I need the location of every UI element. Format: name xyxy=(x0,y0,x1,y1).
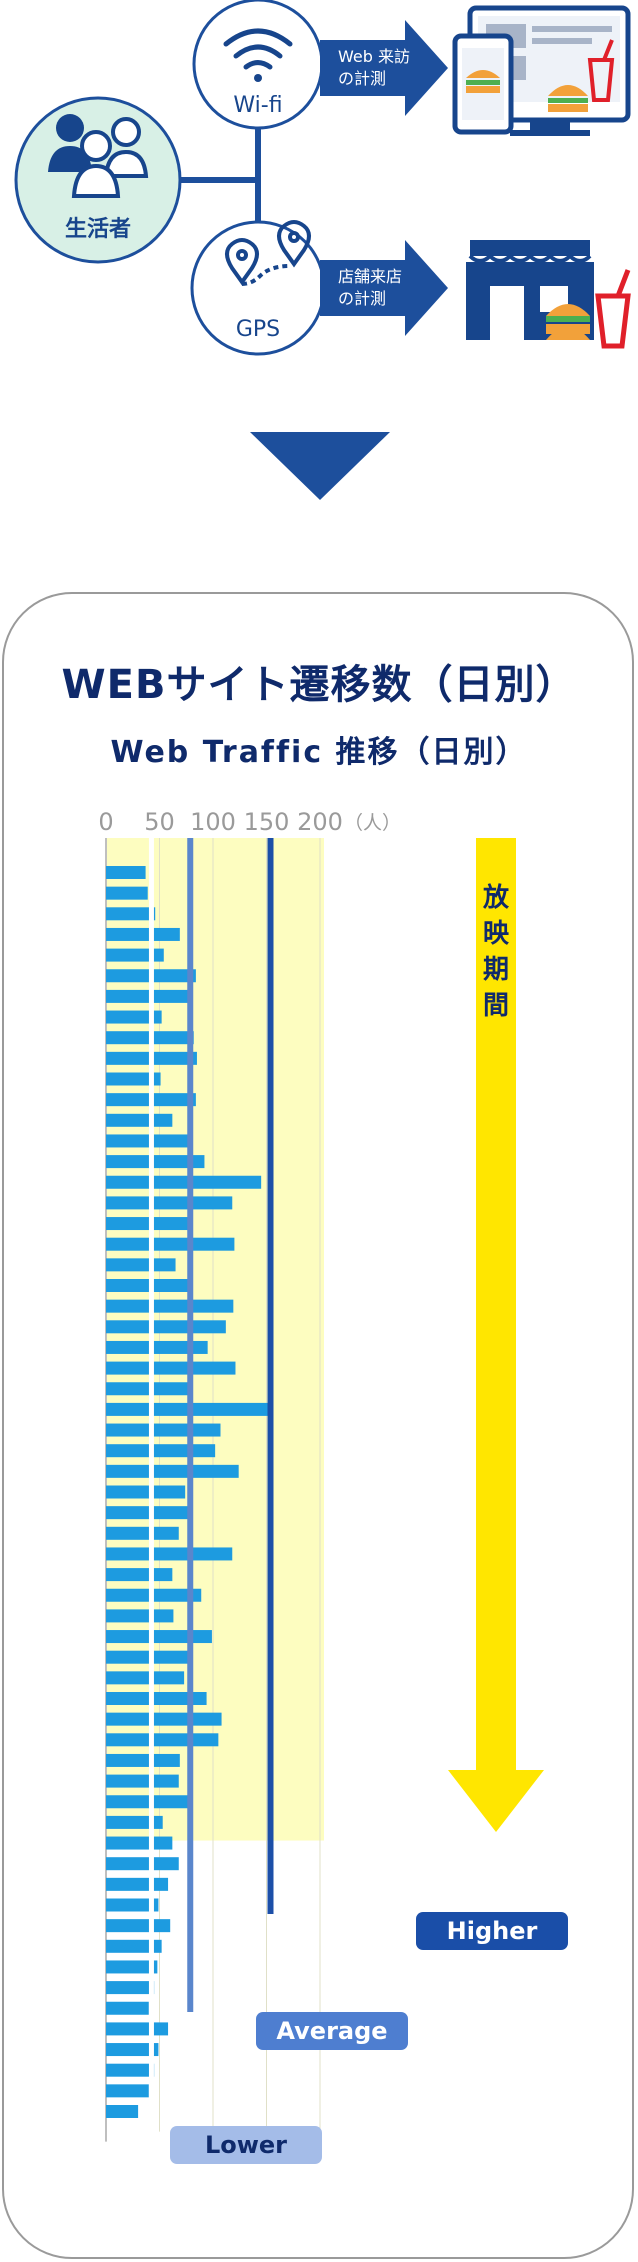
web-arrow-line2: の計測 xyxy=(338,69,386,88)
people-icon xyxy=(48,114,149,198)
gps-node: GPS xyxy=(190,220,326,356)
route-pin-icon xyxy=(225,220,311,286)
web-arrow-line1: Web 来訪 xyxy=(338,47,410,66)
chart-subtitle: Web Traffic 推移（日別） xyxy=(110,735,528,770)
store-arrow-line1: 店舗来店 xyxy=(338,267,402,286)
consumer-label: 生活者 xyxy=(65,217,131,242)
store-icon xyxy=(466,240,631,349)
down-arrow-icon xyxy=(250,432,390,500)
consumer-node: 生活者 xyxy=(14,96,182,264)
wifi-label: Wi-fi xyxy=(233,93,282,118)
wifi-node: Wi-fi xyxy=(192,0,324,130)
web-visit-arrow: Web 来訪 の計測 xyxy=(320,20,448,116)
store-visit-arrow: 店舗来店 の計測 xyxy=(320,240,448,336)
gps-label: GPS xyxy=(236,317,280,342)
chart-card xyxy=(2,592,634,2259)
devices-icon xyxy=(452,5,631,136)
chart-title: WEBサイト遷移数（日別） xyxy=(61,662,577,708)
store-arrow-line2: の計測 xyxy=(338,289,386,308)
wifi-icon xyxy=(223,28,293,82)
measurement-flow-diagram: 生活者 Wi-fi GPS Web 来訪 の計測 店舗来店 の計測 xyxy=(14,0,631,356)
